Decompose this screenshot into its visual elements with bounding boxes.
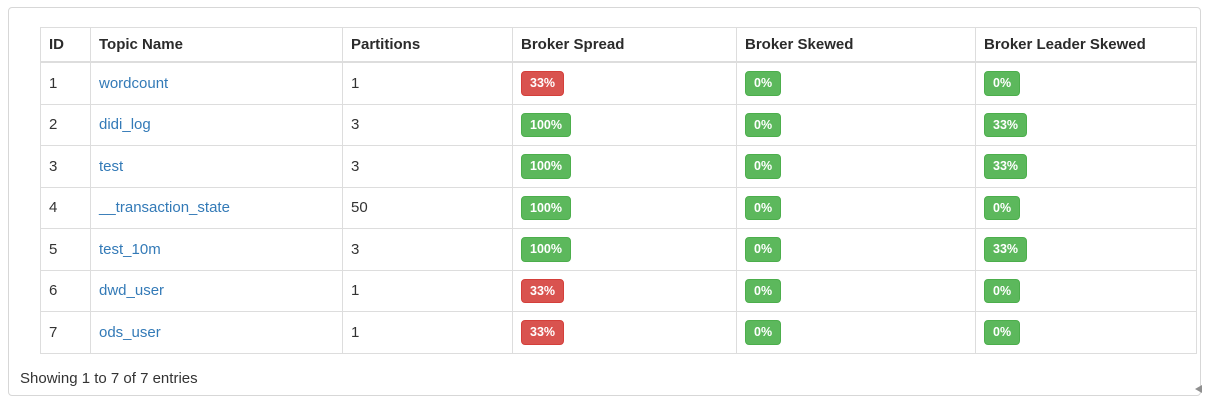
column-header-broker-leader-skewed[interactable]: Broker Leader Skewed xyxy=(975,27,1197,63)
broker-spread-badge: 100% xyxy=(521,237,571,262)
topic-id-cell: 5 xyxy=(40,228,91,271)
topic-name-cell: test_10m xyxy=(90,228,343,271)
broker-spread-cell: 100% xyxy=(512,145,737,188)
partitions-cell: 50 xyxy=(342,186,513,229)
broker-skewed-cell: 0% xyxy=(736,228,976,271)
topic-name-cell: dwd_user xyxy=(90,269,343,312)
topic-id-cell: 4 xyxy=(40,186,91,229)
column-header-broker-spread[interactable]: Broker Spread xyxy=(512,27,737,63)
topic-link[interactable]: wordcount xyxy=(99,74,169,92)
broker-skewed-cell: 0% xyxy=(736,186,976,229)
broker-spread-cell: 33% xyxy=(512,311,737,354)
table-row: 6 dwd_user 1 33% 0% 0% xyxy=(40,269,1197,312)
partitions-cell: 3 xyxy=(342,103,513,146)
broker-skewed-badge: 0% xyxy=(745,237,782,262)
topic-name-cell: ods_user xyxy=(90,311,343,354)
table-row: 7 ods_user 1 33% 0% 0% xyxy=(40,311,1197,354)
broker-skewed-badge: 0% xyxy=(745,278,782,303)
topic-name-cell: wordcount xyxy=(90,61,343,105)
topic-name-cell: didi_log xyxy=(90,103,343,146)
table-info: Showing 1 to 7 of 7 entries xyxy=(20,369,198,387)
topic-link[interactable]: dwd_user xyxy=(99,282,165,300)
broker-spread-badge: 100% xyxy=(521,195,571,220)
partitions-cell: 1 xyxy=(342,61,513,105)
broker-skewed-cell: 0% xyxy=(736,311,976,354)
column-header-broker-skewed[interactable]: Broker Skewed xyxy=(736,27,976,63)
broker-skewed-badge: 0% xyxy=(745,195,782,220)
topic-id-cell: 7 xyxy=(40,311,91,354)
broker-skewed-cell: 0% xyxy=(736,145,976,188)
topic-link[interactable]: test xyxy=(99,157,124,175)
broker-skewed-badge: 0% xyxy=(745,71,782,96)
column-header-partitions[interactable]: Partitions xyxy=(342,27,513,63)
broker-leader-skewed-cell: 0% xyxy=(975,311,1197,354)
partitions-cell: 3 xyxy=(342,228,513,271)
topic-id-cell: 3 xyxy=(40,145,91,188)
broker-leader-skewed-badge: 33% xyxy=(984,237,1028,262)
broker-leader-skewed-badge: 0% xyxy=(984,195,1021,220)
broker-spread-cell: 100% xyxy=(512,186,737,229)
broker-leader-skewed-cell: 33% xyxy=(975,145,1197,188)
broker-leader-skewed-badge: 33% xyxy=(984,112,1028,137)
partitions-cell: 3 xyxy=(342,145,513,188)
topic-name-cell: __transaction_state xyxy=(90,186,343,229)
broker-leader-skewed-cell: 33% xyxy=(975,228,1197,271)
topic-link[interactable]: didi_log xyxy=(99,116,151,134)
broker-leader-skewed-cell: 33% xyxy=(975,103,1197,146)
topic-id-cell: 2 xyxy=(40,103,91,146)
broker-spread-badge: 100% xyxy=(521,112,571,137)
broker-spread-badge: 33% xyxy=(521,278,565,303)
broker-spread-cell: 33% xyxy=(512,61,737,105)
topic-link[interactable]: ods_user xyxy=(99,323,161,341)
broker-leader-skewed-cell: 0% xyxy=(975,186,1197,229)
broker-spread-badge: 33% xyxy=(521,320,565,345)
topic-link[interactable]: __transaction_state xyxy=(99,199,230,217)
broker-leader-skewed-badge: 0% xyxy=(984,278,1021,303)
table-row: 3 test 3 100% 0% 33% xyxy=(40,145,1197,188)
topic-id-cell: 6 xyxy=(40,269,91,312)
table-header-row: ID Topic Name Partitions Broker Spread B… xyxy=(40,27,1197,63)
topic-name-cell: test xyxy=(90,145,343,188)
broker-leader-skewed-cell: 0% xyxy=(975,61,1197,105)
column-header-topic-name[interactable]: Topic Name xyxy=(90,27,343,63)
broker-skewed-badge: 0% xyxy=(745,320,782,345)
broker-leader-skewed-badge: 0% xyxy=(984,320,1021,345)
broker-spread-cell: 100% xyxy=(512,103,737,146)
table-row: 4 __transaction_state 50 100% 0% 0% xyxy=(40,186,1197,229)
table-row: 2 didi_log 3 100% 0% 33% xyxy=(40,103,1197,146)
broker-spread-cell: 100% xyxy=(512,228,737,271)
broker-leader-skewed-badge: 33% xyxy=(984,154,1028,179)
table-row: 5 test_10m 3 100% 0% 33% xyxy=(40,228,1197,271)
cursor-artifact xyxy=(1195,385,1202,393)
topics-panel: ID Topic Name Partitions Broker Spread B… xyxy=(8,7,1201,396)
partitions-cell: 1 xyxy=(342,269,513,312)
topic-id-cell: 1 xyxy=(40,61,91,105)
broker-leader-skewed-cell: 0% xyxy=(975,269,1197,312)
table-row: 1 wordcount 1 33% 0% 0% xyxy=(40,61,1197,105)
broker-skewed-badge: 0% xyxy=(745,112,782,137)
column-header-id[interactable]: ID xyxy=(40,27,91,63)
partitions-cell: 1 xyxy=(342,311,513,354)
topic-link[interactable]: test_10m xyxy=(99,240,161,258)
broker-skewed-cell: 0% xyxy=(736,103,976,146)
topics-table-body: 1 wordcount 1 33% 0% 0% 2 didi_log 3 100% 0% 33% 3 te… xyxy=(40,61,1197,354)
broker-skewed-cell: 0% xyxy=(736,269,976,312)
broker-spread-cell: 33% xyxy=(512,269,737,312)
broker-leader-skewed-badge: 0% xyxy=(984,71,1021,96)
broker-spread-badge: 33% xyxy=(521,71,565,96)
broker-skewed-badge: 0% xyxy=(745,154,782,179)
topics-table: ID Topic Name Partitions Broker Spread B… xyxy=(40,27,1197,354)
broker-skewed-cell: 0% xyxy=(736,61,976,105)
broker-spread-badge: 100% xyxy=(521,154,571,179)
